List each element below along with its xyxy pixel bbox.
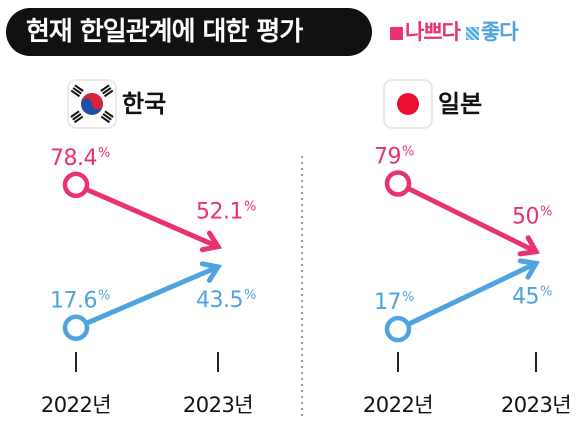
trigram-bar [104, 110, 114, 118]
data-label: 50% [512, 205, 552, 230]
japan-flag-icon [383, 79, 433, 129]
trigram-3 [70, 110, 84, 124]
start-point [384, 170, 412, 197]
legend-label-good: 좋다 [480, 20, 519, 44]
country-label: 한국 [122, 90, 166, 118]
arrow-head [199, 230, 223, 253]
arrow-head [199, 261, 223, 283]
series-bad: 79% 50% [374, 144, 553, 257]
x-tick-label: 2022년 [363, 393, 433, 417]
trigram-bar [102, 113, 112, 121]
series-good: 17% 45% [374, 258, 553, 343]
arrow-head [517, 258, 540, 280]
south-korea-flag-icon [67, 79, 117, 129]
series-line [405, 260, 539, 327]
panel-kr: 한국 2022년 2023년 78.4% 52.1% 17.6% 43.5% [41, 79, 256, 417]
taegeuk-red [81, 93, 103, 110]
data-label: 79% [374, 144, 414, 169]
series-line [405, 185, 539, 255]
series-line [83, 186, 221, 250]
trigram-bar [72, 87, 82, 95]
legend-item-good: 좋다 [465, 20, 519, 44]
trigram-bar [103, 89, 114, 98]
data-label: 17.6% [50, 289, 110, 314]
legend-swatch-good [465, 27, 479, 40]
data-label-unit: % [244, 288, 256, 303]
trigram-bar [73, 115, 84, 124]
data-label-unit: % [98, 289, 110, 304]
series-bad: 78.4% 52.1% [50, 146, 256, 253]
data-label-unit: % [540, 284, 552, 299]
x-tick-label: 2023년 [501, 393, 571, 417]
data-label-unit: % [402, 290, 414, 305]
data-label-unit: % [540, 205, 552, 220]
data-label: 43.5% [196, 288, 256, 313]
trigram-bar [102, 87, 112, 95]
legend-label-bad: 나쁘다 [405, 20, 461, 44]
start-point [384, 315, 412, 343]
data-label: 52.1% [196, 200, 256, 225]
series-good: 17.6% 43.5% [50, 261, 256, 341]
panel-jp: 일본 2022년 2023년 79% 50% 17% 45% [363, 79, 572, 417]
trigram-bar [100, 84, 110, 92]
data-label: 78.4% [50, 146, 110, 171]
arrow-head [517, 235, 540, 257]
series-line [83, 264, 221, 326]
chart-title: 현재 한일관계에 대한 평가 [26, 17, 303, 47]
x-tick-label: 2022년 [41, 393, 111, 417]
data-label: 17% [374, 290, 414, 315]
trigram-1 [70, 84, 84, 98]
trigram-2 [100, 84, 114, 98]
trigram-bar [74, 84, 84, 92]
data-label-unit: % [244, 200, 256, 215]
legend-swatch-bad [390, 27, 403, 40]
start-point [62, 171, 90, 199]
x-tick-label: 2023년 [183, 393, 253, 417]
trigram-bar [100, 115, 111, 124]
country-label: 일본 [438, 90, 482, 118]
legend: 나쁘다 좋다 [390, 8, 519, 56]
data-label-unit: % [402, 144, 414, 159]
start-point [62, 314, 90, 341]
trigram-bar [70, 110, 80, 118]
hinomaru-circle [397, 93, 419, 115]
legend-item-bad: 나쁘다 [390, 20, 461, 44]
data-label: 45% [512, 284, 552, 309]
trigram-bar [72, 113, 82, 121]
title-banner [6, 8, 372, 56]
data-label-unit: % [98, 146, 110, 161]
trigram-bar [70, 89, 81, 98]
trigram-4 [100, 110, 114, 124]
